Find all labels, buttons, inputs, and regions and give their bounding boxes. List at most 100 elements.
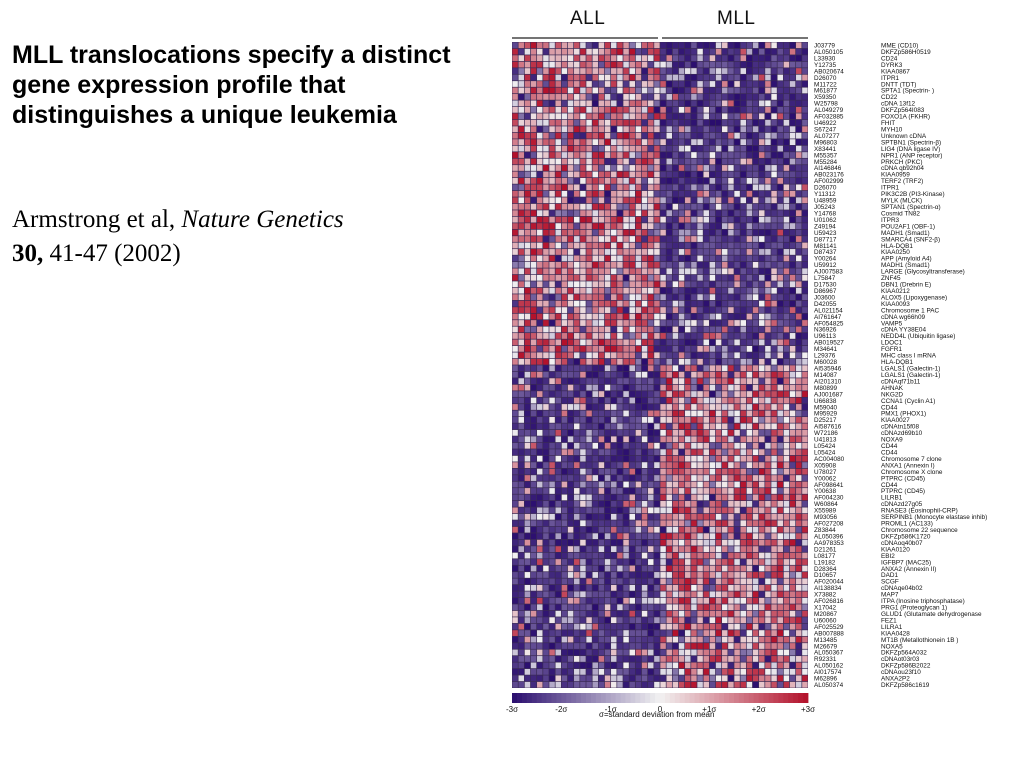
heatmap-cell [654,481,660,488]
heatmap-cell [530,668,537,675]
heatmap-cell [592,48,598,55]
heatmap-cell [635,468,642,475]
heatmap-cell [543,216,549,223]
heatmap-cell [678,662,685,669]
heatmap-cell [703,307,709,313]
heatmap-cell [543,320,549,326]
heatmap-cell [728,203,734,210]
heatmap-cell [765,358,771,365]
heatmap-cell [537,320,543,326]
heatmap-cell [561,404,568,410]
heatmap-cell [697,119,703,126]
gene-name-label: PMX1 (PHOX1) [881,411,926,418]
heatmap-cell [654,546,660,552]
gene-name-label: KIAA0959 [881,172,910,179]
heatmap-cell [685,345,691,352]
heatmap-cell [666,339,672,346]
heatmap-cell [697,333,703,339]
heatmap-cell [543,100,549,107]
heatmap-cell [783,610,790,617]
heatmap-cell [740,630,746,636]
heatmap-cell [524,294,531,301]
heatmap-cell [586,552,592,559]
heatmap-cell [592,378,598,385]
heatmap-cell [678,391,685,397]
heatmap-cell [678,294,685,301]
heatmap-cell [524,287,531,294]
heatmap-cell [580,229,586,236]
heatmap-cell [728,681,734,688]
heatmap-cell [530,539,537,546]
heatmap-cell [623,55,629,62]
heatmap-cell [524,320,531,326]
heatmap-cell [802,449,808,456]
heatmap-cell [623,572,629,578]
heatmap-cell [660,268,666,275]
heatmap-cell [789,313,796,320]
heatmap-cell [518,423,524,430]
heatmap-cell [604,597,611,604]
heatmap-cell [740,397,746,404]
heatmap-cell [678,358,685,365]
heatmap-cell [586,81,592,87]
heatmap-cell [789,106,796,113]
heatmap-cell [543,281,549,288]
heatmap-cell [685,358,691,365]
heatmap-cell [796,94,802,100]
heatmap-cell [789,274,796,281]
heatmap-cell [672,559,679,565]
heatmap-cell [715,533,722,540]
heatmap-cell [654,475,660,481]
heatmap-cell [685,165,691,171]
heatmap-cell [691,565,697,572]
heatmap-cell [765,636,771,643]
heatmap-cell [715,287,722,294]
heatmap-cell [660,307,666,313]
gene-name-label: SERPINB1 (Monocyte elastase inhib) [881,514,987,521]
heatmap-cell [703,249,709,255]
heatmap-cell [771,42,777,49]
heatmap-cell [715,552,722,559]
heatmap-cell [802,423,808,430]
heatmap-cell [691,494,697,501]
heatmap-cell [777,649,783,656]
gene-name-label: FGFR1 [881,346,902,353]
heatmap-cell [685,442,691,449]
gene-name-label: cDNAtn15f08 [881,424,919,431]
heatmap-cell [666,333,672,339]
heatmap-cell [512,197,518,204]
heatmap-cell [524,165,531,171]
heatmap-cell [555,662,561,669]
heatmap-cell [524,307,531,313]
heatmap-cell [709,345,716,352]
heatmap-cell [654,572,660,578]
heatmap-cell [672,152,679,158]
heatmap-cell [641,513,648,520]
heatmap-cell [789,662,796,669]
heatmap-cell [629,462,635,469]
heatmap-cell [796,610,802,617]
heatmap-cell [771,584,777,591]
heatmap-cell [561,48,568,55]
heatmap-cell [752,565,759,572]
heatmap-cell [759,274,765,281]
heatmap-cell [586,294,592,301]
heatmap-cell [574,203,580,210]
heatmap-cell [697,249,703,255]
heatmap-cell [598,520,605,527]
heatmap-cell [678,442,685,449]
heatmap-cell [512,223,518,229]
heatmap-cell [574,455,580,462]
heatmap-cell [728,455,734,462]
gene-accession-label: L75847 [814,275,836,282]
heatmap-cell [697,539,703,546]
heatmap-cell [746,662,753,669]
heatmap-cell [697,462,703,469]
heatmap-cell [623,604,629,611]
heatmap-cell [629,643,635,649]
heatmap-cell [734,333,740,339]
heatmap-cell [697,313,703,320]
heatmap-cell [728,216,734,223]
heatmap-cell [685,436,691,443]
heatmap-cell [549,281,555,288]
